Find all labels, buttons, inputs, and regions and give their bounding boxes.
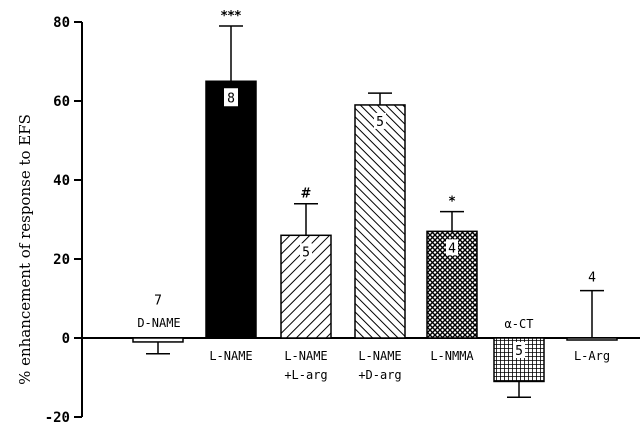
n-label-bg	[374, 112, 386, 129]
category-label: +D-arg	[358, 368, 401, 382]
y-tick-label: 40	[53, 173, 70, 189]
n-label: 4	[588, 271, 596, 286]
n-label: 5	[376, 115, 384, 130]
category-label: L-NAME	[209, 349, 252, 363]
bar	[354, 104, 406, 339]
bar-group: 4 * L-NMMA	[426, 195, 478, 363]
category-label: D-NAME	[137, 316, 180, 330]
n-label: 8	[227, 91, 235, 106]
n-label-bg	[300, 243, 312, 260]
y-tick-label: 20	[53, 252, 70, 268]
bar-group: 4 L-Arg	[566, 271, 618, 363]
bar	[132, 337, 184, 343]
category-label: α-CT	[505, 317, 534, 331]
n-label-bg	[224, 88, 238, 107]
n-label: 5	[515, 344, 523, 359]
y-tick-label: -20	[45, 410, 70, 426]
category-label: L-NMMA	[430, 349, 474, 363]
n-label: 4	[448, 241, 456, 256]
n-label: 7	[154, 293, 162, 308]
significance-marker: ***	[221, 9, 242, 24]
y-tick-label: 0	[62, 331, 70, 347]
significance-marker: #	[301, 187, 312, 202]
n-label: 5	[302, 245, 310, 260]
bar-group: 5 L-NAME +D-arg	[354, 92, 406, 382]
n-label-bg	[446, 239, 458, 256]
category-label: L-Arg	[574, 349, 610, 363]
n-label-bg	[513, 342, 525, 358]
y-tick-label: 80	[53, 15, 70, 31]
y-tick-label: 60	[53, 94, 70, 110]
bar-group: 7 D-NAME	[132, 293, 184, 355]
category-label: L-NAME	[358, 349, 401, 363]
bar	[205, 80, 257, 339]
significance-marker: *	[449, 195, 456, 210]
category-label: L-NAME	[284, 349, 327, 363]
y-axis-label: % enhancement of response to EFS	[16, 114, 34, 385]
bar	[566, 337, 618, 341]
bar-group: 5 α-CT	[493, 317, 545, 398]
axes: -20 0 20 40 60 80	[45, 15, 640, 426]
bar-group: 8 *** L-NAME	[205, 9, 257, 363]
category-label: +L-arg	[284, 368, 327, 382]
bar-group: 5 # L-NAME +L-arg	[280, 187, 332, 382]
bars: 7 D-NAME 8 *** L-NAME 5 # L-NAME +L-arg 5 L-NAME +D…	[132, 9, 618, 398]
